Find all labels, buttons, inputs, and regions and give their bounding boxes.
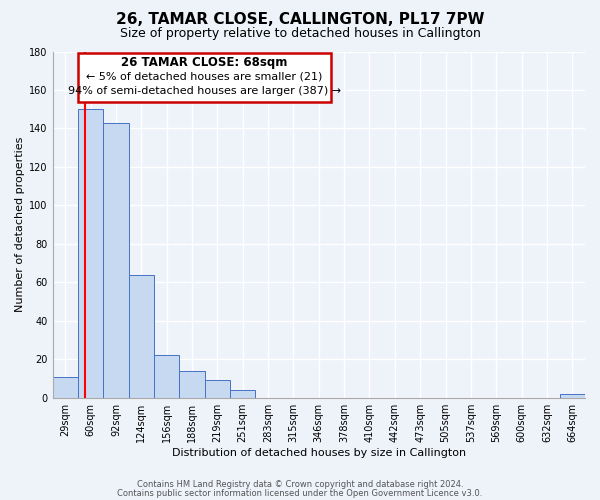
Text: 94% of semi-detached houses are larger (387) →: 94% of semi-detached houses are larger (… [68, 86, 341, 96]
Bar [154, 356, 179, 398]
Text: 26, TAMAR CLOSE, CALLINGTON, PL17 7PW: 26, TAMAR CLOSE, CALLINGTON, PL17 7PW [116, 12, 484, 28]
FancyBboxPatch shape [78, 54, 331, 102]
Text: Size of property relative to detached houses in Callington: Size of property relative to detached ho… [119, 28, 481, 40]
Text: ← 5% of detached houses are smaller (21): ← 5% of detached houses are smaller (21) [86, 72, 323, 82]
Y-axis label: Number of detached properties: Number of detached properties [15, 137, 25, 312]
Bar [560, 394, 585, 398]
X-axis label: Distribution of detached houses by size in Callington: Distribution of detached houses by size … [172, 448, 466, 458]
Text: 26 TAMAR CLOSE: 68sqm: 26 TAMAR CLOSE: 68sqm [121, 56, 288, 68]
Bar [103, 122, 128, 398]
Bar [78, 109, 103, 398]
Bar [53, 376, 78, 398]
Text: Contains public sector information licensed under the Open Government Licence v3: Contains public sector information licen… [118, 488, 482, 498]
Text: Contains HM Land Registry data © Crown copyright and database right 2024.: Contains HM Land Registry data © Crown c… [137, 480, 463, 489]
Bar [205, 380, 230, 398]
Bar [179, 371, 205, 398]
Bar [230, 390, 256, 398]
Bar [128, 274, 154, 398]
